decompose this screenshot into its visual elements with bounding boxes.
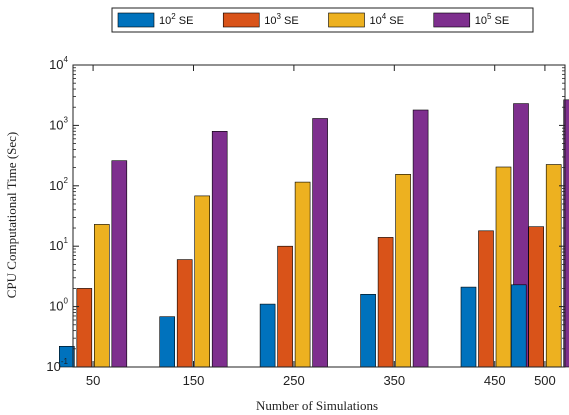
bar-series2-x250	[277, 245, 293, 368]
y-tick-label: 103	[49, 115, 68, 132]
y-tick-label: 104	[49, 55, 68, 72]
axes: 10-1 100 101 102 103 104 50 150 250 350 450 500	[46, 55, 566, 388]
bar-series3-x150	[194, 195, 210, 368]
bar-series2-x50	[76, 288, 93, 368]
x-tick-label: 350	[383, 373, 405, 388]
x-tick-label: 150	[183, 373, 205, 388]
bar-series1-x450	[460, 286, 477, 368]
x-tick-label: 450	[484, 373, 506, 388]
bar-series1-x50	[58, 345, 75, 368]
bar-series1-x500	[510, 284, 527, 368]
bar-series2-x350	[377, 237, 394, 368]
legend-label-3: 104 SE	[370, 12, 404, 27]
y-tick-label: 101	[49, 236, 68, 253]
legend-swatch-1	[117, 12, 155, 28]
bar-series2-x150	[176, 259, 193, 368]
x-tick-label: 50	[86, 373, 100, 388]
legend-label-1: 102 SE	[159, 12, 193, 27]
bar-series3-x500	[545, 164, 562, 368]
bar-series1-x350	[360, 293, 376, 368]
legend-swatch-3	[328, 12, 365, 28]
y-tick-label: 102	[49, 176, 68, 193]
bar-series1-x150	[159, 316, 175, 368]
x-axis-title: Number of Simulations	[256, 398, 378, 413]
bar-series1-x250	[259, 303, 276, 368]
y-axis-title: CPU Computational Time (Sec)	[4, 132, 19, 298]
bar-series3-x250	[294, 181, 311, 368]
legend-swatch-4	[433, 12, 471, 28]
bar-series4-x350	[412, 109, 429, 368]
x-tick-label: 250	[283, 373, 305, 388]
bar-series2-x450	[478, 230, 494, 368]
bar-series3-x50	[94, 224, 110, 368]
bar-series2-x500	[528, 226, 545, 368]
bar-series3-x350	[395, 174, 411, 368]
plot-frame	[72, 64, 566, 368]
bar-series4-x150	[211, 131, 228, 368]
bars	[58, 99, 569, 368]
bar-series3-x450	[495, 166, 512, 368]
legend: 102 SE 103 SE 104 SE 105 SE	[111, 7, 534, 33]
x-tick-label: 500	[534, 373, 556, 388]
legend-label-4: 105 SE	[475, 12, 509, 27]
legend-label-2: 103 SE	[264, 12, 298, 27]
bar-series4-x500	[563, 99, 569, 368]
bar-series4-x50	[111, 160, 128, 368]
y-tick-label: 100	[49, 297, 68, 314]
y-tick-label: 10-1	[46, 357, 68, 374]
bar-series4-x250	[312, 118, 328, 368]
legend-swatch-2	[222, 12, 260, 28]
